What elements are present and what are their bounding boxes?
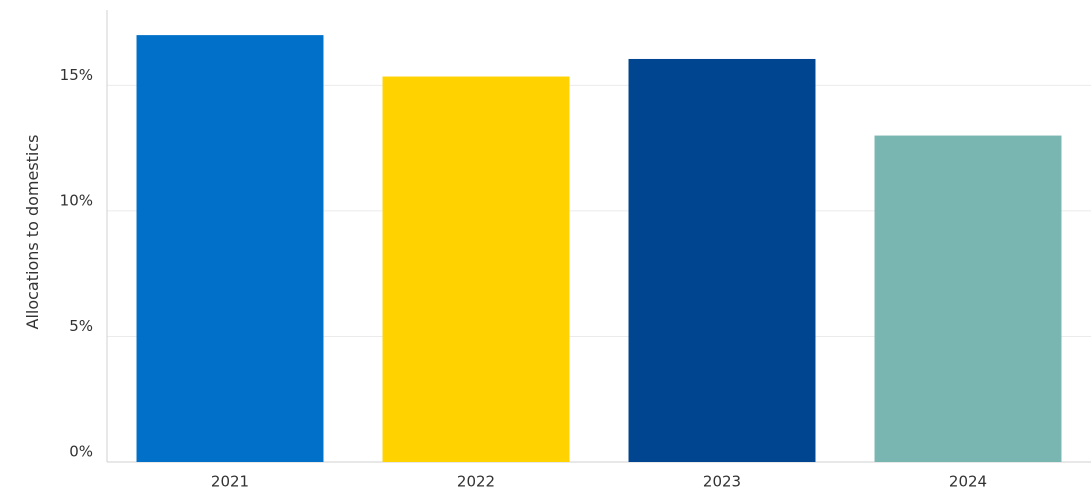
x-tick-labels: 2021 2022 2023 2024 bbox=[211, 473, 987, 490]
x-tick-label: 2022 bbox=[457, 473, 495, 490]
y-tick-label: 10% bbox=[60, 191, 93, 209]
y-axis-title: Allocations to domestics bbox=[23, 134, 42, 329]
y-tick-label: 0% bbox=[69, 443, 93, 461]
x-tick-label: 2024 bbox=[949, 473, 987, 490]
x-tick-label: 2023 bbox=[703, 473, 741, 490]
bar-2024 bbox=[874, 135, 1062, 463]
y-tick-labels: 0% 5% 10% 15% bbox=[60, 66, 93, 461]
bar-2022 bbox=[382, 76, 570, 463]
x-tick-label: 2021 bbox=[211, 473, 249, 490]
bar-2021 bbox=[136, 35, 324, 462]
bar-2023 bbox=[628, 58, 816, 462]
y-tick-label: 15% bbox=[60, 66, 93, 84]
y-tick-label: 5% bbox=[69, 317, 93, 335]
bars bbox=[136, 35, 1062, 463]
